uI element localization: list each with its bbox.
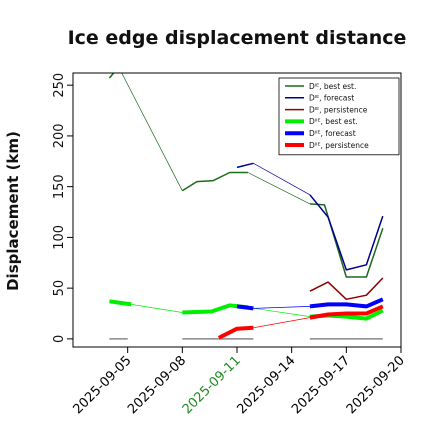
legend-box bbox=[278, 77, 400, 156]
legend-label-4: Dᴵᴵᴱ, forecast bbox=[309, 129, 356, 138]
gap-connector-2 bbox=[253, 162, 311, 196]
y-tick-label-100: 100 bbox=[52, 225, 67, 250]
y-tick-label-150: 150 bbox=[52, 174, 67, 199]
y-axis-label: Displacement (km) bbox=[4, 131, 22, 291]
chart-title: Ice edge displacement distance bbox=[68, 27, 407, 49]
series-3-line-0 bbox=[109, 299, 132, 307]
gap-connector-1 bbox=[247, 172, 311, 205]
legend-label-5: Dᴵᴵᴱ, persistence bbox=[309, 141, 369, 150]
legend-label-3: Dᴵᴵᴱ, best est. bbox=[309, 117, 358, 126]
gap-connector-3 bbox=[131, 304, 183, 313]
legend-label-1: Dᴵᴱ, forecast bbox=[309, 94, 354, 103]
x-tick-label-5: 2025-09-20 bbox=[344, 353, 408, 417]
series-2-line-0 bbox=[309, 277, 384, 301]
series-5-line-1 bbox=[309, 304, 384, 320]
y-tick-label-200: 200 bbox=[52, 123, 67, 148]
y-tick-label-250: 250 bbox=[52, 73, 67, 98]
gap-connector-5 bbox=[253, 306, 310, 309]
series-0-line-1 bbox=[181, 171, 248, 192]
legend-label-0: Dᴵᴱ, best est. bbox=[309, 82, 356, 91]
legend-label-2: Dᴵᴱ, persistence bbox=[309, 105, 368, 114]
series-1-line-1 bbox=[309, 194, 384, 271]
series-4-line-1 bbox=[309, 297, 384, 309]
series-0-line-2 bbox=[309, 203, 384, 278]
y-tick-label-0: 0 bbox=[52, 335, 67, 343]
series-1-line-0 bbox=[236, 162, 254, 169]
series-0-line-0 bbox=[108, 73, 115, 79]
y-tick-label-50: 50 bbox=[52, 280, 67, 297]
gap-connector-0 bbox=[121, 73, 183, 191]
series-5-line-0 bbox=[217, 325, 254, 340]
gap-connector-6 bbox=[253, 317, 310, 329]
series-4-line-0 bbox=[236, 304, 254, 311]
gap-connector-4 bbox=[247, 307, 310, 317]
